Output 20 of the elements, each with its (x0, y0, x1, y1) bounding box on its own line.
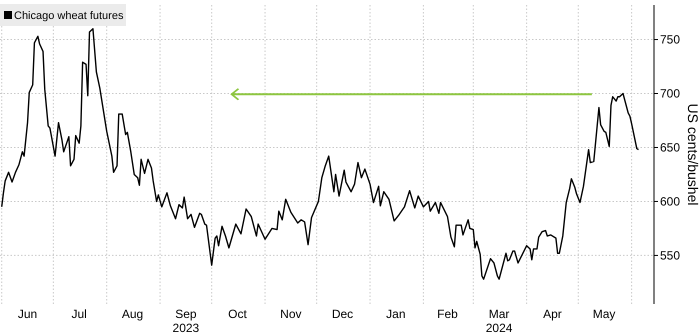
x-tick-label: Sep 2023 (172, 307, 200, 335)
y-tick-label: 650 (660, 140, 680, 155)
x-tick-label: Nov (280, 307, 302, 321)
x-tick-label: Apr (543, 307, 562, 321)
line-series (1, 28, 640, 280)
x-tick-label: Aug (122, 307, 144, 321)
y-tick-label: 600 (660, 194, 680, 209)
y-tick-label: 550 (660, 248, 680, 263)
legend-label: Chicago wheat futures (14, 10, 124, 22)
y-tick-label: 750 (660, 32, 680, 47)
y-tick-label: 700 (660, 86, 680, 101)
x-tick-label: Jan (386, 307, 406, 321)
x-tick-label: May (592, 307, 616, 321)
y-axis-title: US cents/bushel (685, 104, 700, 206)
x-tick-label: Dec (332, 307, 354, 321)
x-tick-label: Feb (437, 307, 458, 321)
x-tick-label: Oct (228, 307, 248, 321)
x-tick-label: Mar 2024 (486, 307, 513, 335)
x-tick-label: Jun (18, 307, 38, 321)
x-tick-label: Jul (71, 307, 87, 321)
